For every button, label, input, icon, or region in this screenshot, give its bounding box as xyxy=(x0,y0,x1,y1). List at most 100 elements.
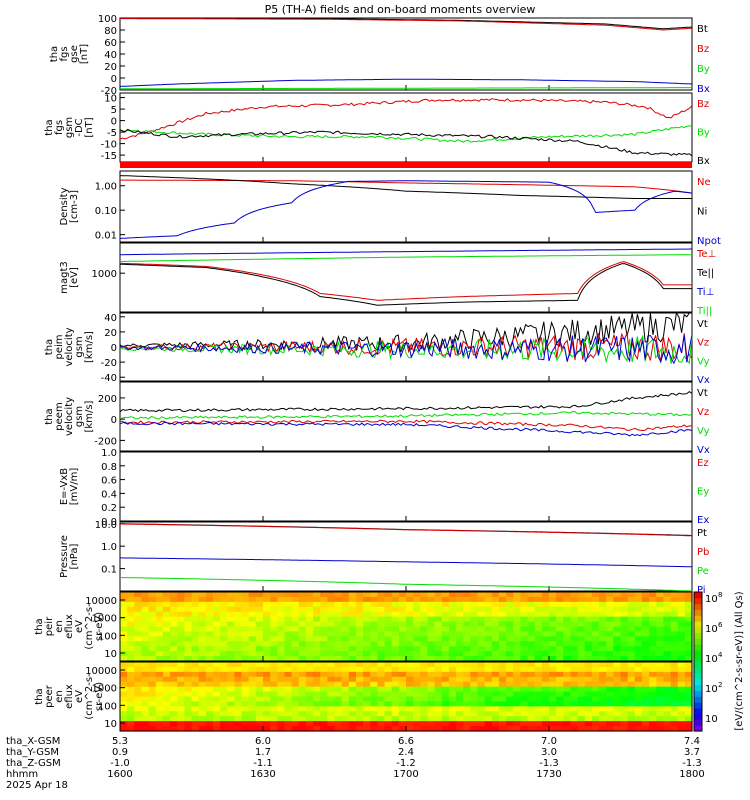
spectrogram-cell xyxy=(270,592,278,598)
spectrogram-cell xyxy=(434,621,443,628)
spectrogram-cell xyxy=(220,646,228,652)
spectrogram-cell xyxy=(677,721,686,727)
spectrogram-cell xyxy=(534,711,543,717)
spectrogram-cell xyxy=(463,646,471,652)
legend-label: Bx xyxy=(697,84,710,95)
spectrogram-cell xyxy=(355,626,364,633)
spectrogram-cell xyxy=(641,641,650,647)
spectrogram-cell xyxy=(498,616,507,623)
spectrogram-cell xyxy=(427,596,436,603)
spectrogram-cell xyxy=(162,662,171,668)
spectrogram-cell xyxy=(277,601,286,608)
spectrogram-cell xyxy=(470,656,479,662)
spectrogram-cell xyxy=(506,596,514,603)
spectrogram-cell xyxy=(434,606,443,613)
spectrogram-cell xyxy=(391,711,400,717)
spectrogram-cell xyxy=(270,611,278,618)
spectrogram-cell xyxy=(184,626,193,633)
spectrogram-cell xyxy=(484,676,493,683)
series-line-Pb xyxy=(120,523,693,537)
spectrogram-cell xyxy=(470,631,479,637)
y-tick-label: 0 xyxy=(111,117,117,128)
spectrogram-cell xyxy=(456,711,464,717)
spectrogram-cell xyxy=(513,706,521,712)
spectrogram-cell xyxy=(248,641,257,647)
spectrogram-cell xyxy=(212,691,221,698)
spectrogram-cell xyxy=(384,671,393,678)
spectrogram-cell xyxy=(406,611,414,618)
spectrogram-cell xyxy=(584,656,593,662)
spectrogram-cell xyxy=(255,686,264,693)
spectrogram-cell xyxy=(212,626,221,633)
spectrogram-cell xyxy=(162,711,171,717)
spectrogram-cell xyxy=(541,651,550,657)
spectrogram-cell xyxy=(427,681,436,688)
spectrogram-cell xyxy=(234,596,243,603)
spectrogram-cell xyxy=(170,716,178,722)
spectrogram-cell xyxy=(370,606,378,613)
spectrogram-cell xyxy=(577,671,586,678)
spectrogram-cell xyxy=(541,701,550,707)
series-line-Te⊥ xyxy=(119,261,692,301)
spectrogram-cell xyxy=(120,641,128,647)
spectrogram-cell xyxy=(184,596,193,603)
spectrogram-cell xyxy=(420,621,429,628)
spectrogram-cell xyxy=(620,606,629,613)
ylabel-line: Pressure xyxy=(59,535,70,578)
spectrogram-cell xyxy=(348,641,357,647)
spectrogram-cell xyxy=(684,636,693,642)
spectrogram-cell xyxy=(620,651,629,657)
spectrogram-cell xyxy=(220,662,228,668)
colorbar-cell xyxy=(694,702,702,709)
spectrogram-cell xyxy=(684,641,693,647)
red-separator xyxy=(120,162,692,168)
spectrogram-cell xyxy=(591,662,600,668)
spectrogram-cell xyxy=(549,716,557,722)
spectrogram-cell xyxy=(227,696,235,703)
legend-label: Vy xyxy=(697,426,710,437)
spectrogram-cell xyxy=(656,596,664,603)
spectrogram-cell xyxy=(155,641,164,647)
spectrogram-cell xyxy=(212,662,221,668)
spectrogram-cell xyxy=(434,676,443,683)
spectrogram-cell xyxy=(491,696,500,703)
spectrogram-cell xyxy=(456,596,464,603)
spectrogram-cell xyxy=(320,686,328,693)
spectrogram-cell xyxy=(284,621,293,628)
spectrogram-cell xyxy=(327,596,336,603)
spectrogram-cell xyxy=(406,606,414,613)
spectrogram-cell xyxy=(463,651,471,657)
spectrogram-cell xyxy=(255,696,264,703)
spectrogram-cell xyxy=(363,641,371,647)
spectrogram-cell xyxy=(348,596,357,603)
spectrogram-cell xyxy=(627,706,636,712)
spectrogram-cell xyxy=(391,592,400,598)
spectrogram-cell xyxy=(370,611,378,618)
spectrogram-cell xyxy=(198,711,207,717)
legend-label: Ne xyxy=(697,177,711,188)
spectrogram-cell xyxy=(327,656,336,662)
spectrogram-cell xyxy=(127,641,135,647)
spectrogram-cell xyxy=(513,696,521,703)
spectrogram-cell xyxy=(627,621,636,628)
spectrogram-cell xyxy=(556,656,564,662)
spectrogram-cell xyxy=(641,592,650,598)
spectrogram-cell xyxy=(606,601,614,608)
spectrogram-cell xyxy=(313,631,321,637)
spectrogram-cell xyxy=(541,706,550,712)
spectrogram-cell xyxy=(155,621,164,628)
spectrogram-cell xyxy=(127,676,135,683)
colorbar-cell xyxy=(694,673,702,680)
spectrogram-cell xyxy=(448,696,457,703)
spectrogram-cell xyxy=(205,651,214,657)
spectrogram-cell xyxy=(549,611,557,618)
spectrogram-cell xyxy=(148,706,157,712)
spectrogram-cell xyxy=(491,666,500,673)
axis-row-value: 1800 xyxy=(679,769,704,780)
spectrogram-cell xyxy=(355,701,364,707)
spectrogram-cell xyxy=(134,696,143,703)
spectrogram-cell xyxy=(384,601,393,608)
spectrogram-cell xyxy=(248,681,257,688)
spectrogram-cell xyxy=(320,601,328,608)
